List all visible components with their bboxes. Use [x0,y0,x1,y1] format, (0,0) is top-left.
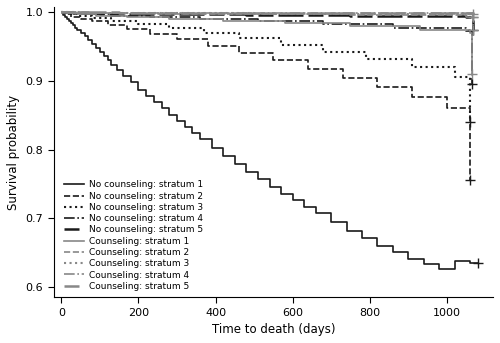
Legend: No counseling: stratum 1, No counseling: stratum 2, No counseling: stratum 3, No: No counseling: stratum 1, No counseling:… [62,179,204,293]
X-axis label: Time to death (days): Time to death (days) [212,323,335,336]
Y-axis label: Survival probability: Survival probability [7,94,20,210]
